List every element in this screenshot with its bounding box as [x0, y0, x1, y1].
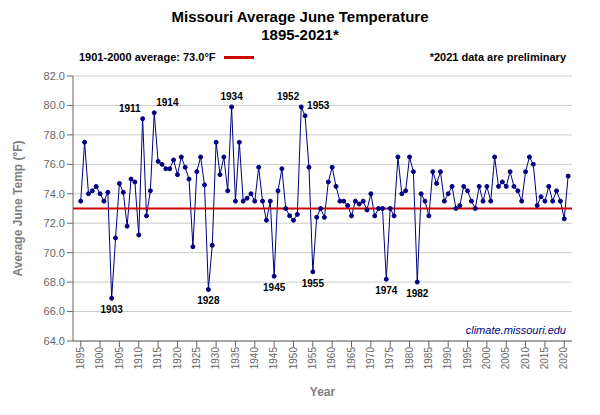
svg-text:1955: 1955 [307, 347, 318, 370]
svg-text:Year: Year [310, 385, 336, 399]
svg-text:2010: 2010 [520, 347, 531, 370]
svg-text:1990: 1990 [442, 347, 453, 370]
svg-text:1935: 1935 [230, 347, 241, 370]
svg-text:1928: 1928 [197, 295, 220, 306]
html-text:*2021 data are preliminary: *2021 data are preliminary [429, 51, 566, 63]
svg-text:66.0: 66.0 [44, 305, 65, 317]
svg-text:1950: 1950 [288, 347, 299, 370]
svg-text:76.0: 76.0 [44, 158, 65, 170]
svg-text:1985: 1985 [423, 347, 434, 370]
svg-text:1982: 1982 [406, 288, 429, 299]
svg-text:1930: 1930 [210, 347, 221, 370]
svg-text:1925: 1925 [191, 347, 202, 370]
svg-text:1910: 1910 [133, 347, 144, 370]
svg-text:1965: 1965 [346, 347, 357, 370]
svg-text:1974: 1974 [375, 285, 398, 296]
svg-text:1953: 1953 [307, 100, 330, 111]
svg-text:2020: 2020 [558, 347, 569, 370]
svg-text:78.0: 78.0 [44, 129, 65, 141]
svg-text:1952: 1952 [277, 91, 300, 102]
svg-text:1900: 1900 [94, 347, 105, 370]
html-text:1895-2021*: 1895-2021* [261, 26, 339, 43]
svg-text:1905: 1905 [114, 347, 125, 370]
svg-text:1940: 1940 [249, 347, 260, 370]
svg-text:72.0: 72.0 [44, 217, 65, 229]
svg-text:64.0: 64.0 [44, 335, 65, 347]
svg-text:82.0: 82.0 [44, 70, 65, 82]
svg-text:1915: 1915 [152, 347, 163, 370]
svg-text:1945: 1945 [263, 282, 286, 293]
svg-text:1955: 1955 [302, 278, 325, 289]
svg-text:80.0: 80.0 [44, 99, 65, 111]
svg-text:1945: 1945 [268, 347, 279, 370]
svg-text:1995: 1995 [462, 347, 473, 370]
svg-text:1970: 1970 [365, 347, 376, 370]
svg-text:74.0: 74.0 [44, 188, 65, 200]
svg-text:1960: 1960 [326, 347, 337, 370]
svg-text:1934: 1934 [220, 91, 243, 102]
svg-text:1914: 1914 [156, 97, 179, 108]
html-text:1901-2000 average: 73.0°F: 1901-2000 average: 73.0°F [79, 51, 216, 63]
svg-text:1895: 1895 [75, 347, 86, 370]
svg-text:1911: 1911 [119, 103, 141, 114]
svg-text:2000: 2000 [481, 347, 492, 370]
svg-text:2005: 2005 [500, 347, 511, 370]
svg-text:2015: 2015 [539, 347, 550, 370]
svg-text:70.0: 70.0 [44, 247, 65, 259]
svg-text:1975: 1975 [384, 347, 395, 370]
svg-text:Average June Temp (°F): Average June Temp (°F) [11, 140, 25, 276]
svg-text:1903: 1903 [101, 304, 124, 315]
svg-text:1980: 1980 [404, 347, 415, 370]
svg-text:68.0: 68.0 [44, 276, 65, 288]
svg-text:1920: 1920 [172, 347, 183, 370]
html-text:climate.missouri.edu: climate.missouri.edu [465, 324, 566, 336]
html-text:Missouri Average June Temperat: Missouri Average June Temperature [171, 8, 429, 25]
